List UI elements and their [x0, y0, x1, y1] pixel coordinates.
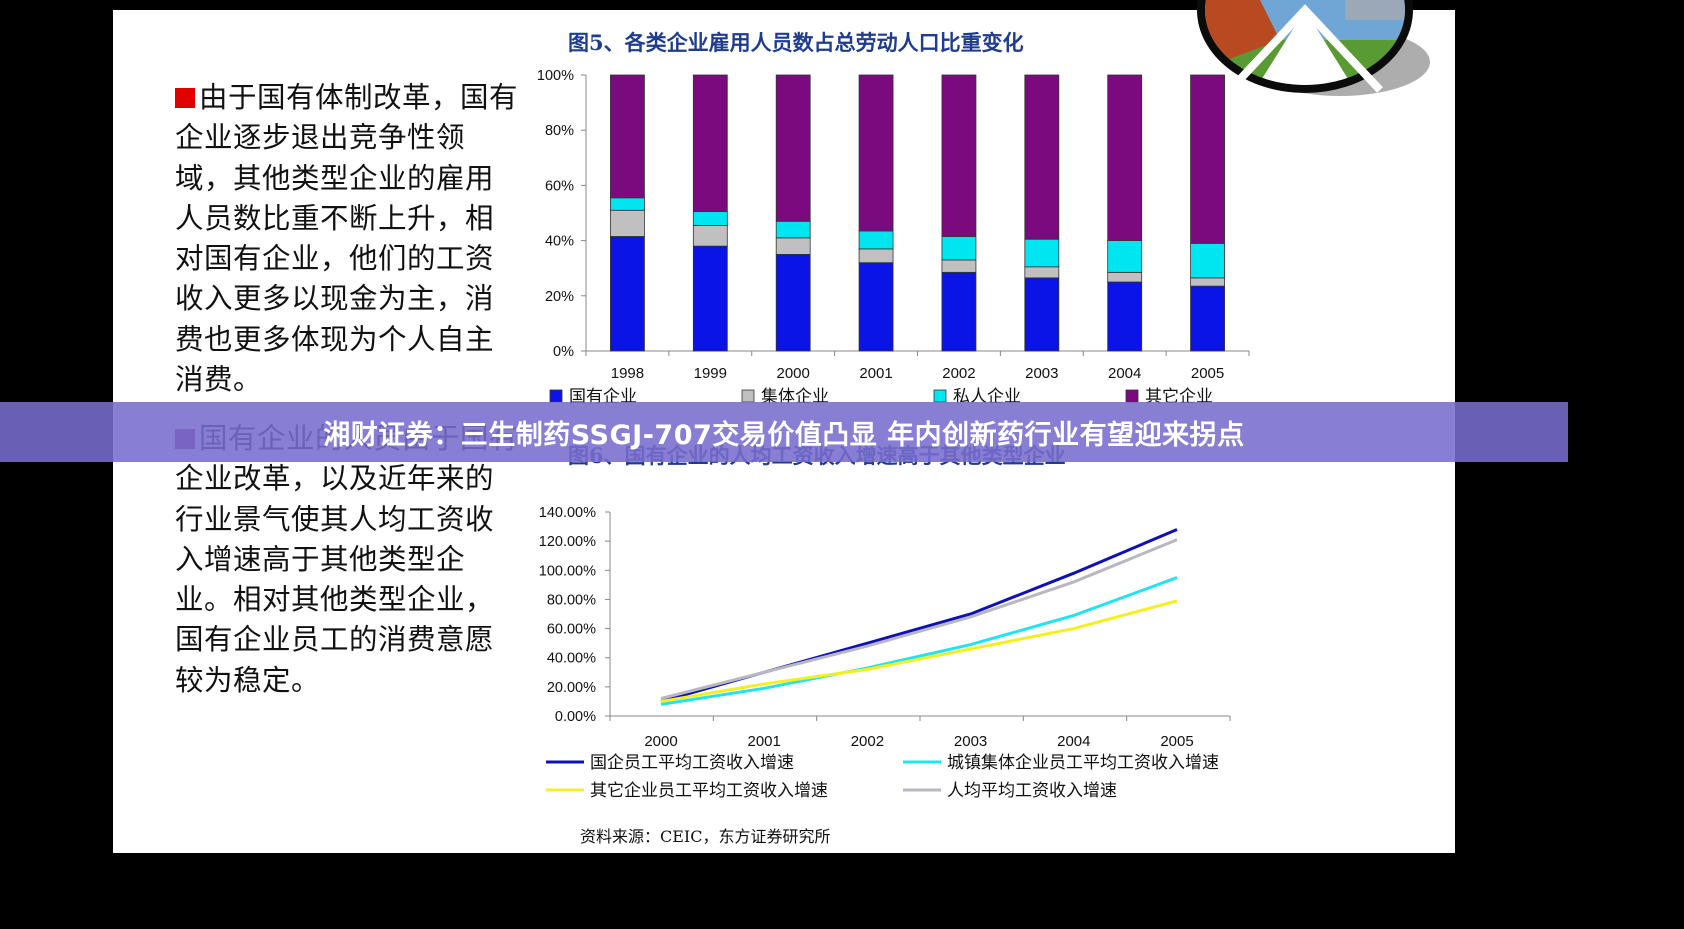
chart1-bar-1998-s3 — [610, 74, 645, 199]
chart2-line: 0.00% 20.00% 40.00% 60.00% 80.00% 100.00% 120.… — [539, 505, 1231, 801]
chart1-title: 图5、各类企业雇用人员数占总劳动人口比重变化 — [568, 30, 1024, 55]
headline-banner: 湘财证券：三生制药SSGJ-707交易价值凸显 年内创新药行业有望迎来拐点 — [0, 402, 1568, 462]
chart1-bar-2001-s3 — [858, 74, 894, 232]
chart1-bar-2002-s3 — [941, 74, 977, 237]
chart1-bar-2004-s2 — [1107, 240, 1143, 273]
chart2-series-line-2 — [660, 599, 1178, 703]
text-block-1: 由于国有体制改革，国有企业逐步退出竞争性领域，其他类型企业的雇用人员数比重不断上… — [175, 78, 520, 400]
chart1-x-tick-label: 2000 — [777, 365, 810, 382]
chart1-y-tick-label: 80% — [545, 123, 574, 139]
chart1-y-tick-label: 20% — [545, 289, 574, 305]
chart2-x-tick-label: 2002 — [851, 733, 884, 750]
chart1-bar-2002-s0 — [941, 271, 977, 352]
chart2-legend-label: 国企员工平均工资收入增速 — [590, 753, 794, 773]
chart1-x-tick-label: 2002 — [942, 365, 975, 382]
bullet-square-red — [175, 88, 195, 108]
chart1-bar-2003-s3 — [1024, 74, 1060, 240]
chart2-y-tick-label: 40.00% — [547, 651, 596, 667]
chart1-x-tick-label: 1998 — [611, 365, 644, 382]
chart2-x-tick-label: 2005 — [1160, 733, 1193, 750]
chart2-y-tick-label: 140.00% — [539, 505, 596, 521]
chart1-y-tick-label: 40% — [545, 234, 574, 250]
chart2-y-tick-label: 0.00% — [555, 709, 596, 725]
chart1-bar-2003-s2 — [1024, 238, 1060, 268]
chart2-y-tick-label: 80.00% — [547, 592, 596, 608]
chart2-x-tick-label: 2000 — [644, 733, 677, 750]
decorative-landscape-logo — [1197, 0, 1430, 96]
chart2-x-tick-label: 2001 — [748, 733, 781, 750]
chart1-y-tick-label: 60% — [545, 178, 574, 194]
chart2-series-line-0 — [660, 528, 1178, 703]
chart1-bar-1998-s1 — [610, 209, 645, 237]
chart1-y-tick-label: 100% — [537, 68, 574, 84]
chart1-bar-1999-s0 — [692, 245, 728, 352]
chart1-bar-2000-s3 — [775, 74, 811, 222]
chart2-x-tick-label: 2003 — [954, 733, 987, 750]
chart1-bar-2000-s0 — [775, 253, 811, 352]
chart1-x-tick-label: 2005 — [1191, 365, 1224, 382]
chart2-series-line-3 — [660, 538, 1178, 700]
chart2-y-tick-label: 60.00% — [547, 622, 596, 638]
chart1-bar-2005-s3 — [1190, 74, 1225, 244]
chart1-bar-1998-s0 — [610, 236, 645, 352]
chart1-bar-2005-s2 — [1190, 242, 1225, 279]
chart2-y-tick-label: 20.00% — [547, 680, 596, 696]
chart1-x-tick-label: 1999 — [694, 365, 727, 382]
source-note: 资料来源：CEIC，东方证券研究所 — [580, 827, 831, 846]
chart1-bar-1999-s3 — [692, 74, 728, 213]
chart2-y-tick-label: 120.00% — [539, 534, 596, 550]
chart1-x-tick-label: 2003 — [1025, 365, 1058, 382]
chart2-legend-label: 人均平均工资收入增速 — [947, 781, 1117, 801]
chart1-bar-2005-s0 — [1190, 285, 1225, 352]
headline-text: 湘财证券：三生制药SSGJ-707交易价值凸显 年内创新药行业有望迎来拐点 — [323, 419, 1245, 451]
chart1-bar-2004-s3 — [1107, 74, 1143, 242]
chart2-y-tick-label: 100.00% — [539, 563, 596, 579]
chart1-x-tick-label: 2001 — [859, 365, 892, 382]
chart2-x-tick-label: 2004 — [1057, 733, 1090, 750]
chart1-bar-2003-s0 — [1024, 277, 1060, 352]
chart2-series-line-1 — [660, 576, 1178, 706]
text-block-1-text: 由于国有体制改革，国有企业逐步退出竞争性领域，其他类型企业的雇用人员数比重不断上… — [175, 81, 519, 397]
chart1-x-tick-label: 2004 — [1108, 365, 1141, 382]
chart2-legend-label: 其它企业员工平均工资收入增速 — [590, 781, 828, 801]
chart1-y-tick-label: 0% — [553, 344, 574, 360]
chart2-legend-label: 城镇集体企业员工平均工资收入增速 — [947, 753, 1219, 773]
